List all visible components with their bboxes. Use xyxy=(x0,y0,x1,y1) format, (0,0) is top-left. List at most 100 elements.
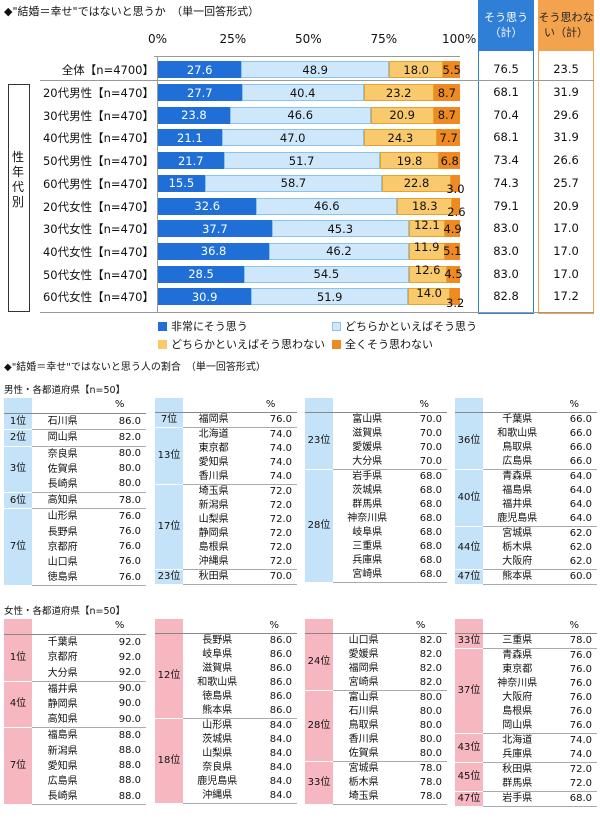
header-cell xyxy=(4,619,32,636)
data-label: 21.7 xyxy=(177,153,204,168)
value-cell: 90.0 xyxy=(118,698,141,710)
bar-segment: 12.6 xyxy=(408,263,447,283)
value-cell: 74.0 xyxy=(269,442,292,454)
chart-title: ◆"結婚＝幸せ"ではないと思うか （単一回答形式） xyxy=(4,5,260,18)
prefecture-cell: 福島県 xyxy=(47,730,78,742)
value-cell: 92.0 xyxy=(118,636,141,648)
value-cell: 72.0 xyxy=(269,527,292,539)
value-cell: 86.0 xyxy=(269,662,292,674)
table-row: 大分県 70.0 xyxy=(305,455,447,470)
value-cell: 88.0 xyxy=(118,760,141,772)
value-cell: 80.0 xyxy=(419,691,442,703)
legend-swatch xyxy=(158,339,167,349)
data-label: 5.5 xyxy=(442,62,461,77)
table-row: 栃木県 78.0 xyxy=(305,776,447,790)
table-row: 高知県 90.0 xyxy=(4,712,146,729)
ranking-table: % 1位 千葉県 92.0 京都府 92.0 大分県 92.0 4位 福井県 90.0 静岡県 90.0… xyxy=(4,619,146,806)
row-label: 30代男性【n=470】 xyxy=(42,108,154,123)
bar-segment: 54.5 xyxy=(244,265,409,283)
table-row: 岡山県 76.0 xyxy=(455,719,597,734)
table-row: 京都府 76.0 xyxy=(4,540,146,555)
header-cell xyxy=(183,398,245,413)
rank-cell: 45位 xyxy=(455,762,483,792)
table-row: 沖縄県 72.0 xyxy=(155,555,297,570)
prefecture-cell: 福島県 xyxy=(502,485,533,496)
table-row: 33位 宮城県 78.0 xyxy=(305,761,447,805)
data-label: 30.9 xyxy=(191,289,218,304)
table-row: 群馬県 72.0 xyxy=(455,777,597,792)
bar-segment: 15.5 xyxy=(158,174,205,192)
prefecture-cell: 山梨県 xyxy=(202,748,233,759)
value-cell: 66.0 xyxy=(551,455,597,470)
rank-cell: 7位 xyxy=(155,412,183,428)
value-cell: 78.0 xyxy=(551,633,597,649)
prefecture-cell: 群馬県 xyxy=(483,777,552,792)
prefecture-cell: 三重県 xyxy=(352,541,383,552)
table-row: 山梨県 84.0 xyxy=(155,747,297,761)
value-cell: 66.0 xyxy=(569,441,592,453)
value-cell: 82.0 xyxy=(93,429,146,447)
row-label: 60代男性【n=470】 xyxy=(42,176,154,191)
bar-segment: 3.0 xyxy=(446,174,465,196)
legend-item: どちらかといえばそう思う xyxy=(332,318,477,334)
data-label: 48.9 xyxy=(302,62,328,77)
bar-segment: 2.6 xyxy=(447,197,466,219)
bar-segment: 12.1 xyxy=(408,218,446,238)
value-cell: 68.0 xyxy=(551,791,597,807)
total-yes-value: 83.0 xyxy=(493,266,519,281)
legend-item: 全くそう思わない xyxy=(332,336,433,352)
data-label: 28.5 xyxy=(188,267,214,282)
value-cell: 72.0 xyxy=(269,513,292,525)
legend-label: どちらかといえばそう思う xyxy=(345,320,477,333)
table-row: 京都府 92.0 xyxy=(4,650,146,665)
data-label: 11.9 xyxy=(413,240,440,255)
table-row: 島根県 76.0 xyxy=(455,705,597,719)
value-cell: 68.0 xyxy=(419,498,442,510)
separator-line xyxy=(40,312,594,313)
value-cell: 80.0 xyxy=(118,448,141,460)
row-label: 20代女性【n=470】 xyxy=(42,199,154,214)
table-row: 島根県 72.0 xyxy=(155,541,297,555)
value-cell: 86.0 xyxy=(93,413,146,431)
value-cell: 64.0 xyxy=(569,470,592,482)
bar-segment: 46.2 xyxy=(269,242,409,260)
rank-cell: 6位 xyxy=(4,492,32,510)
value-cell: 76.0 xyxy=(569,691,592,703)
bar-segment: 47.0 xyxy=(221,129,364,147)
total-yes-value: 68.1 xyxy=(493,85,519,99)
table-row: 大分県 92.0 xyxy=(4,665,146,682)
prefecture-cell: 愛媛県 xyxy=(352,442,383,453)
table-row: 37位 青森県 76.0 xyxy=(455,648,597,734)
rank-cell: 24位 xyxy=(305,633,333,691)
value-cell: 70.0 xyxy=(419,413,442,425)
table-row: 鳥取県 66.0 xyxy=(455,441,597,455)
legend-label: 非常にそう思う xyxy=(171,320,248,333)
prefecture-cell: 岐阜県 xyxy=(202,649,233,660)
value-cell: 90.0 xyxy=(93,712,146,729)
prefecture-cell: 長崎県 xyxy=(32,789,94,806)
prefecture-cell: 広島県 xyxy=(483,455,552,470)
prefecture-cell: 福井県 xyxy=(47,683,78,695)
value-cell: 76.0 xyxy=(118,541,141,553)
table-row: 新潟県 72.0 xyxy=(155,499,297,513)
prefecture-cell: 大分県 xyxy=(32,665,94,682)
bar-segment: 23.2 xyxy=(363,84,434,101)
value-cell: 62.0 xyxy=(551,555,597,570)
table-header: % xyxy=(305,619,447,634)
prefecture-cell: 富山県 xyxy=(352,414,383,425)
header-cell: % xyxy=(251,619,297,634)
prefecture-cell: 京都府 xyxy=(47,652,78,664)
prefecture-cell: 宮崎県 xyxy=(333,568,402,583)
table-row: 茨城県 68.0 xyxy=(305,484,447,498)
bar-segment: 45.3 xyxy=(271,220,409,238)
ranking-table: % 7位 福岡県 76.0 13位 北海道 74.0 東京都 74.0 愛知県 74.0 香川県 74.… xyxy=(155,398,297,585)
bar-segment: 51.9 xyxy=(251,288,409,306)
ranking-table: % 23位 富山県 70.0 滋賀県 70.0 愛媛県 70.0 大分県 70.0 28位 岩手県 68… xyxy=(305,398,447,583)
value-cell: 68.0 xyxy=(419,484,442,496)
table-row: 1位 千葉県 92.0 xyxy=(4,634,146,682)
table-row: 6位 高知県 78.0 xyxy=(4,492,146,510)
rank-cell: 28位 xyxy=(305,469,333,583)
bar-segment: 5.5 xyxy=(442,61,461,78)
header-cell xyxy=(32,398,94,415)
prefecture-cell: 佐賀県 xyxy=(333,747,395,762)
